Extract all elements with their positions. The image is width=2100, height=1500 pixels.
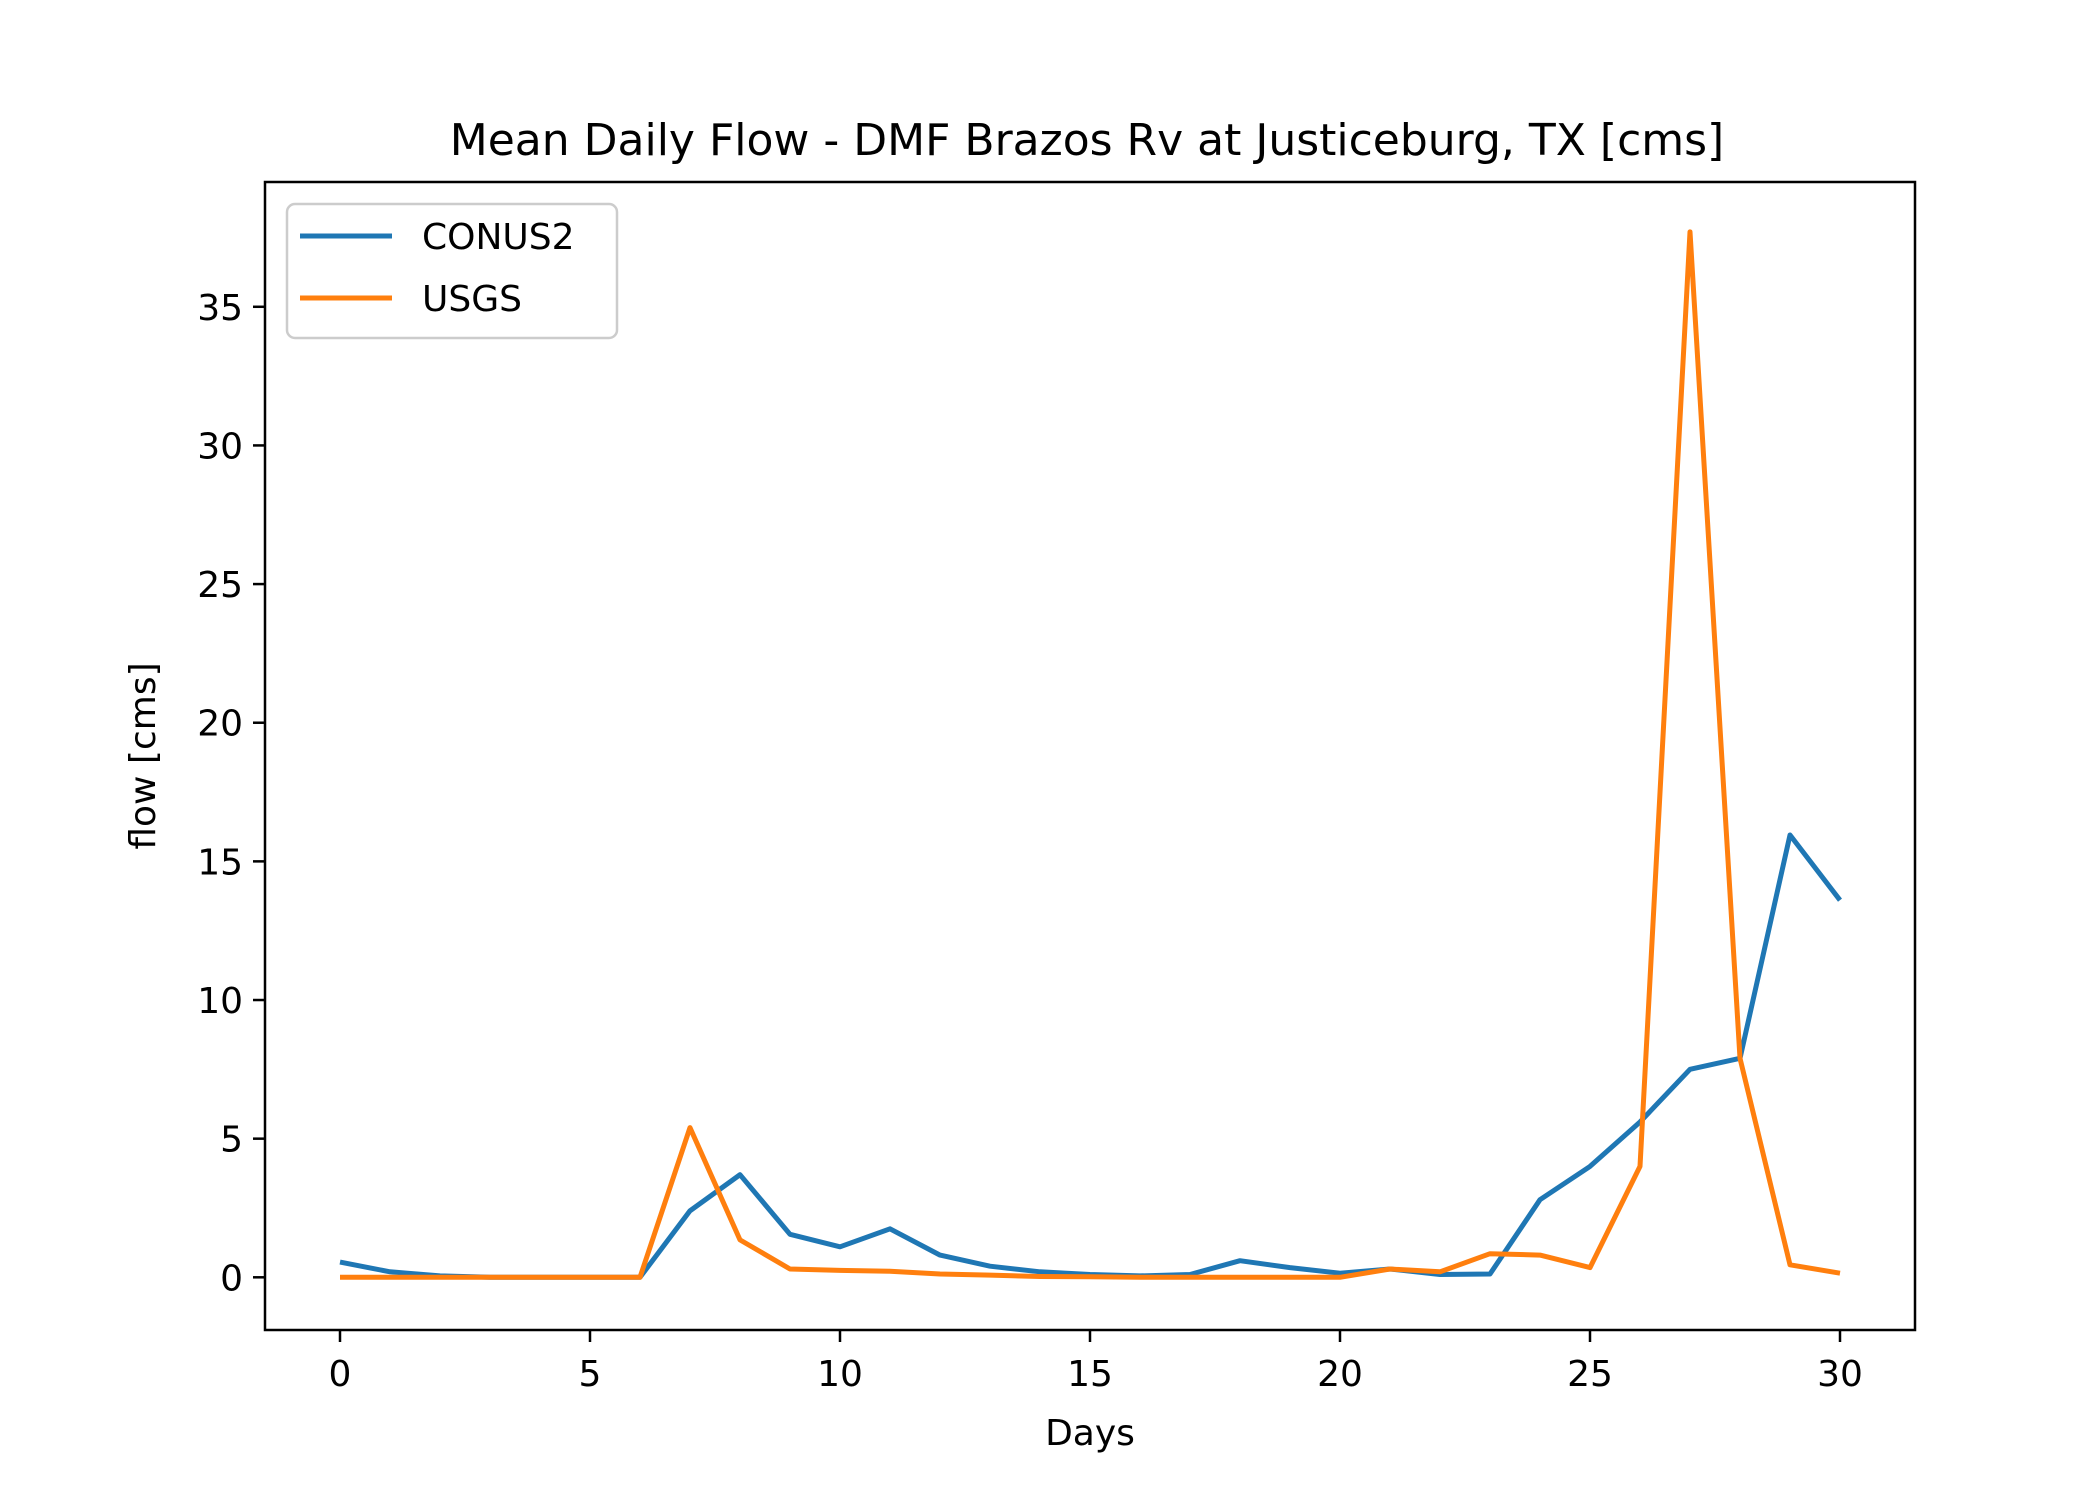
legend-label-usgs: USGS [422,279,522,320]
y-tick-label: 35 [197,288,243,329]
x-tick-label: 15 [1067,1354,1113,1395]
y-tick-label: 0 [220,1258,243,1299]
chart-title: Mean Daily Flow - DMF Brazos Rv at Justi… [450,115,1724,166]
y-tick-label: 15 [197,842,243,883]
series-layer [339,229,1842,1280]
y-tick-label: 25 [197,565,243,606]
y-tick-label: 20 [197,704,243,745]
y-tick-label: 5 [220,1120,243,1161]
x-tick-label: 30 [1817,1354,1863,1395]
x-tick-label: 0 [329,1354,352,1395]
x-tick-label: 10 [817,1354,863,1395]
series-line-usgs [340,229,1841,1280]
y-axis-ticks: 0 5 10 15 20 25 30 35 [197,288,265,1299]
y-tick-label: 10 [197,981,243,1022]
y-tick-label: 30 [197,426,243,467]
x-tick-label: 5 [579,1354,602,1395]
x-tick-label: 25 [1567,1354,1613,1395]
y-axis-label: flow [cms] [123,662,164,849]
x-tick-label: 20 [1317,1354,1363,1395]
legend-label-conus2: CONUS2 [422,217,575,258]
x-axis-ticks: 0 5 10 15 20 25 30 [329,1330,1863,1395]
x-axis-label: Days [1045,1413,1135,1454]
legend: CONUS2 USGS [285,202,619,340]
